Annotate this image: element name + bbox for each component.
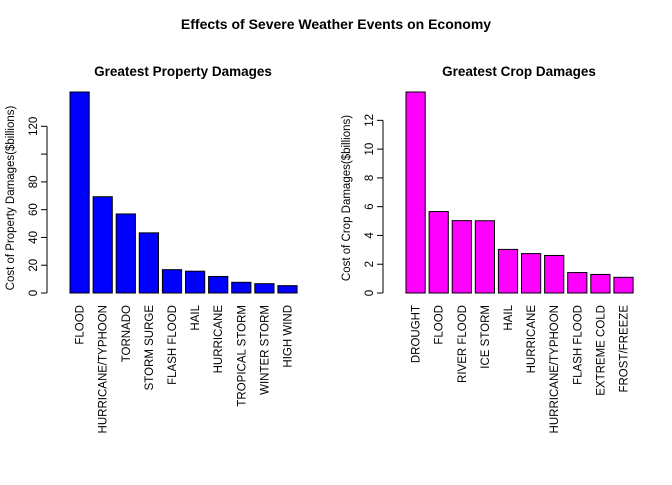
property-bar-0 bbox=[69, 91, 90, 294]
property-bar-7 bbox=[231, 281, 252, 294]
crop-bar-6 bbox=[544, 254, 565, 294]
crop-bar-8 bbox=[590, 273, 611, 294]
crop-bar-9 bbox=[613, 276, 634, 294]
property-y-tick-label-1: 20 bbox=[28, 259, 40, 272]
property-category-label-8: WINTER STORM bbox=[259, 305, 271, 395]
property-y-tick-label-4: 80 bbox=[28, 175, 40, 188]
crop-category-label-4: HAIL bbox=[503, 304, 515, 330]
crop-category-label-2: RIVER FLOOD bbox=[457, 305, 469, 383]
property-category-label-7: TROPICAL STORM bbox=[236, 305, 248, 407]
property-y-tick-label-3: 60 bbox=[28, 203, 40, 216]
crop-y-tick-label-4: 8 bbox=[364, 175, 376, 181]
property-category-label-1: HURRICANE/TYPHOON bbox=[98, 305, 110, 433]
crop-plot-area: DROUGHT FLOOD RIVER FLOOD ICE STORM HAIL HURR… bbox=[364, 91, 634, 433]
property-bar-6 bbox=[208, 275, 229, 294]
property-y-tick-label-0: 0 bbox=[28, 290, 40, 296]
property-category-label-0: FLOOD bbox=[75, 305, 87, 345]
property-category-label-4: FLASH FLOOD bbox=[167, 305, 179, 385]
figure-title: Effects of Severe Weather Events on Econ… bbox=[181, 16, 491, 32]
crop-category-label-7: FLASH FLOOD bbox=[572, 305, 584, 385]
crop-y-tick-label-3: 6 bbox=[364, 203, 376, 209]
crop-bar-5 bbox=[521, 253, 542, 294]
property-bar-1 bbox=[92, 196, 113, 294]
property-bar-4 bbox=[161, 269, 183, 294]
property-bar-2 bbox=[115, 213, 136, 294]
property-category-label-5: HAIL bbox=[190, 304, 202, 330]
property-bar-5 bbox=[185, 270, 206, 294]
crop-category-label-8: EXTREME COLD bbox=[595, 305, 607, 396]
crop-panel-title: Greatest Crop Damages bbox=[442, 64, 596, 79]
crop-category-label-9: FROST/FREEZE bbox=[619, 305, 631, 393]
property-y-axis-label: Cost of Property Damages($billions) bbox=[5, 105, 17, 290]
property-bar-3 bbox=[138, 232, 160, 294]
property-category-label-3: STORM SURGE bbox=[144, 305, 156, 391]
crop-category-label-5: HURRICANE bbox=[526, 305, 538, 374]
property-category-label-6: HURRICANE bbox=[213, 305, 225, 374]
property-panel-title: Greatest Property Damages bbox=[94, 64, 272, 79]
property-damage-panel: Greatest Property Damages Cost of Proper… bbox=[5, 64, 298, 433]
crop-category-label-3: ICE STORM bbox=[480, 305, 492, 369]
crop-damage-panel: Greatest Crop Damages Cost of Crop Damag… bbox=[341, 64, 634, 433]
property-bar-9 bbox=[277, 285, 298, 294]
crop-bar-4 bbox=[497, 248, 519, 294]
crop-y-tick-label-0: 0 bbox=[364, 290, 376, 296]
property-plot-area: FLOOD HURRICANE/TYPHOON TORNADO STORM SURGE… bbox=[28, 91, 298, 433]
property-category-label-9: HIGH WIND bbox=[283, 305, 295, 368]
crop-bar-7 bbox=[567, 272, 588, 294]
crop-bar-3 bbox=[474, 220, 495, 294]
property-y-tick-label-6: 120 bbox=[28, 117, 40, 136]
crop-bar-0 bbox=[405, 91, 426, 294]
crop-y-axis-label: Cost of Crop Damages($billions) bbox=[341, 115, 353, 281]
crop-y-tick-label-2: 4 bbox=[364, 232, 376, 239]
crop-category-label-0: DROUGHT bbox=[411, 305, 423, 363]
crop-y-tick-label-1: 2 bbox=[364, 261, 376, 267]
crop-category-label-6: HURRICANE/TYPHOON bbox=[549, 305, 561, 433]
crop-category-label-1: FLOOD bbox=[434, 305, 446, 345]
property-y-tick-label-2: 40 bbox=[28, 231, 40, 244]
crop-y-tick-label-6: 12 bbox=[364, 114, 376, 127]
property-category-label-2: TORNADO bbox=[121, 305, 133, 362]
crop-bar-1 bbox=[428, 211, 449, 294]
crop-bar-2 bbox=[451, 220, 472, 294]
property-bar-8 bbox=[254, 283, 275, 294]
crop-y-tick-label-5: 10 bbox=[364, 143, 376, 156]
